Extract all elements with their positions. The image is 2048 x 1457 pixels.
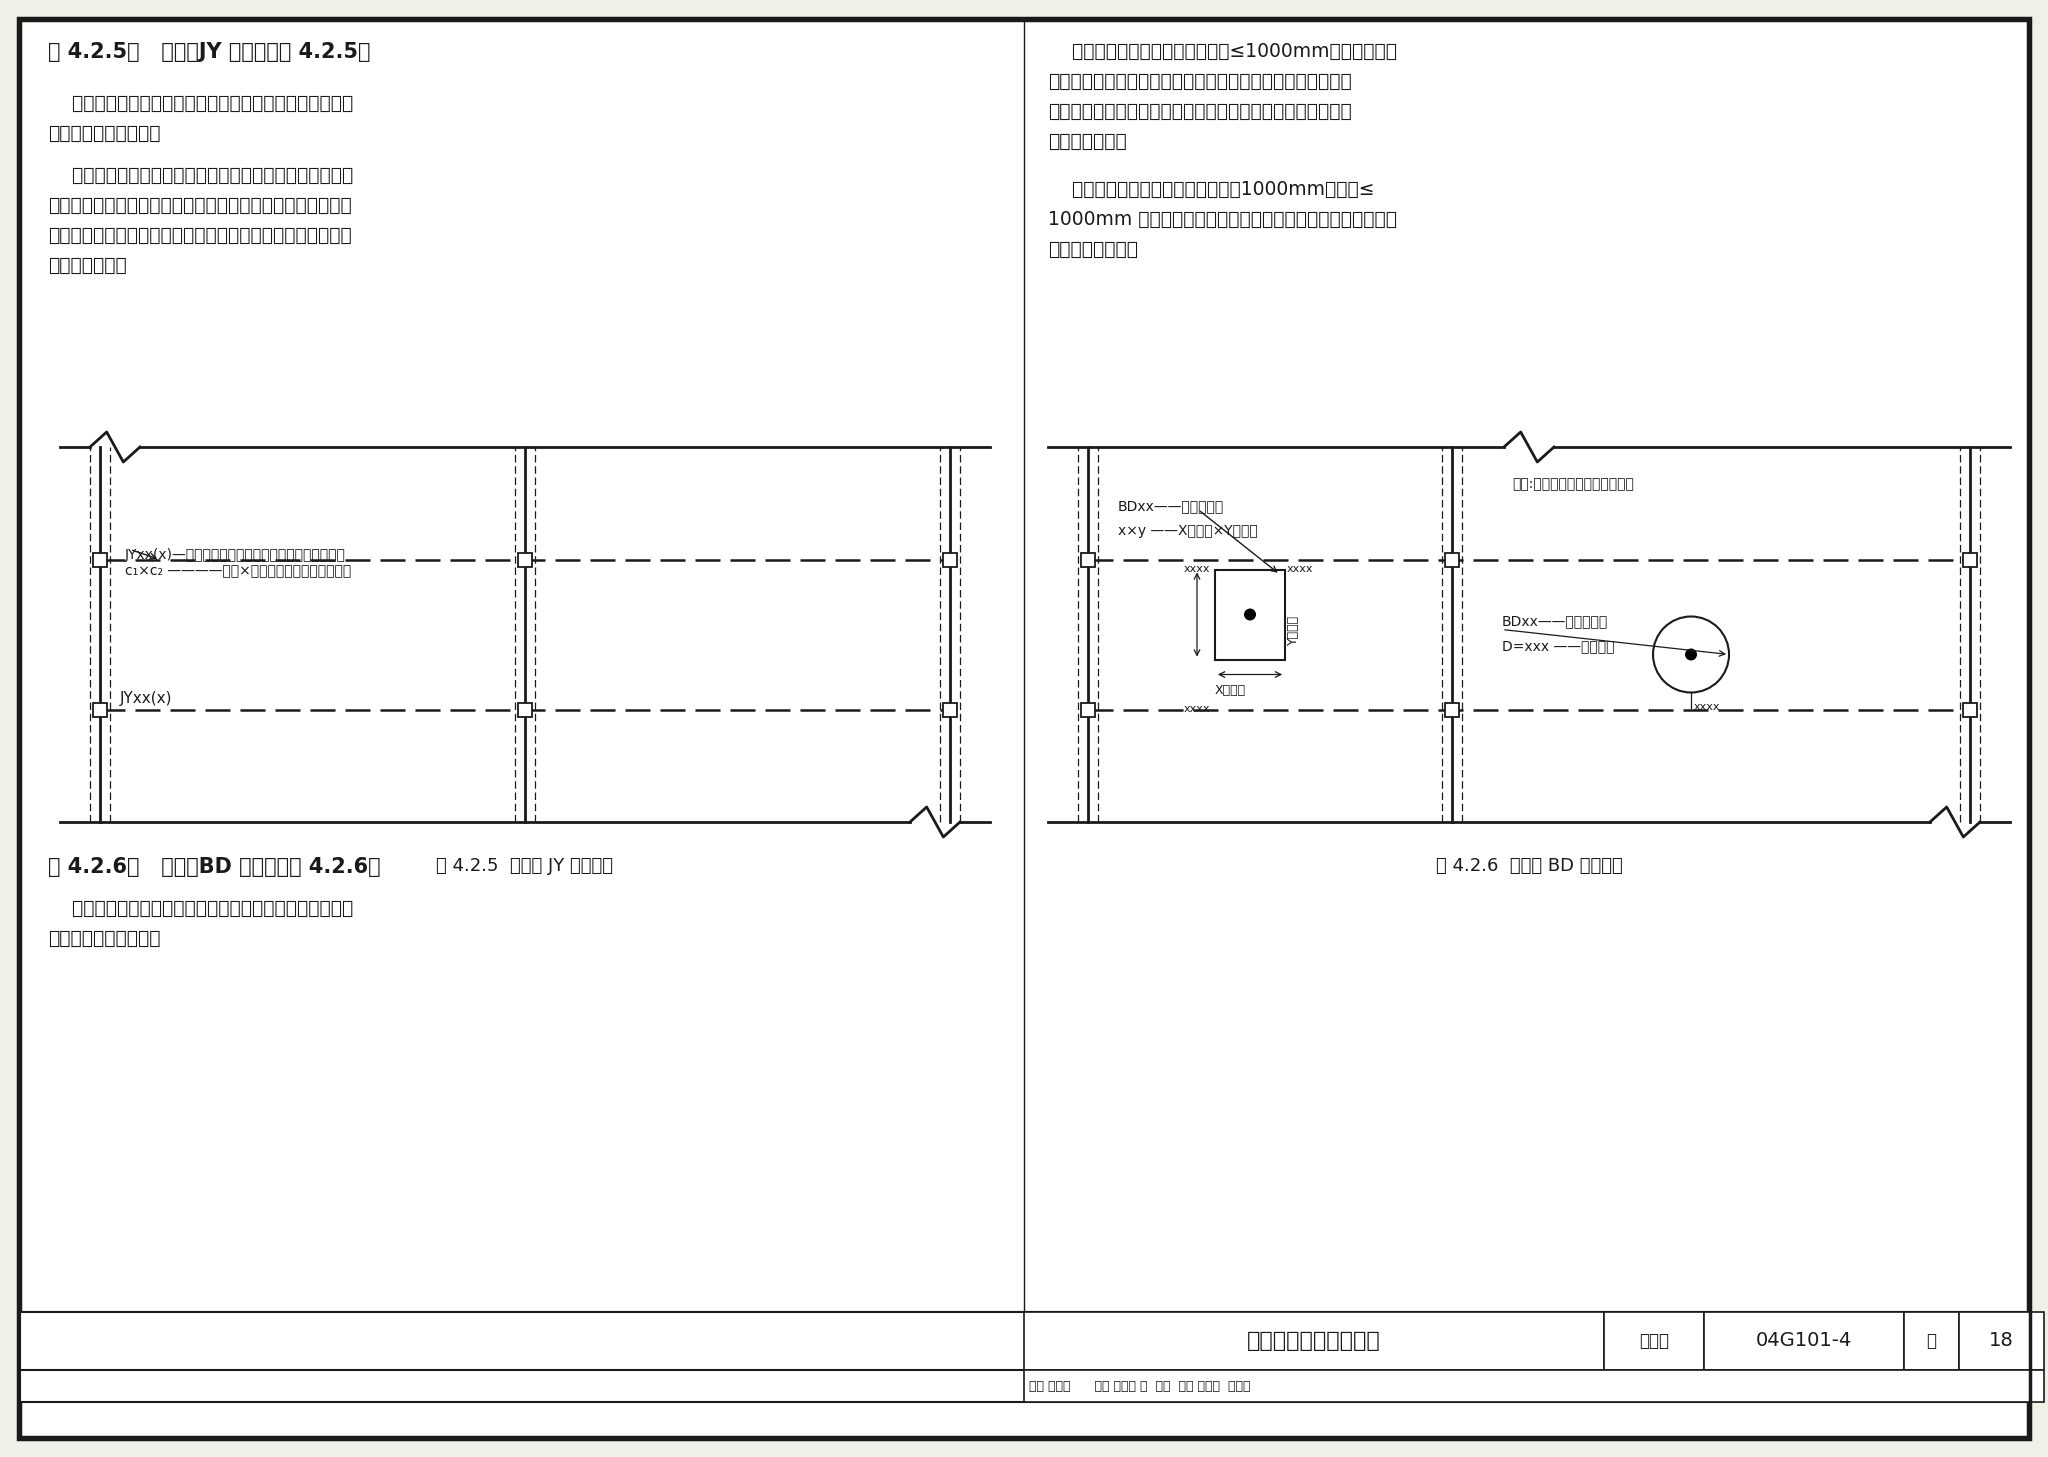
- Text: 实线；当腋宽与腋高同板厚时，设计不注。加腋配筋按标准构: 实线；当腋宽与腋高同板厚时，设计不注。加腋配筋按标准构: [47, 197, 352, 216]
- Text: JYxx(x)—板加腋编号及跨数（为一跨时可不注跨数）: JYxx(x)—板加腋编号及跨数（为一跨时可不注跨数）: [125, 548, 346, 561]
- Bar: [1446, 552, 1458, 567]
- Text: 18: 18: [1989, 1332, 2013, 1351]
- Circle shape: [1243, 609, 1255, 621]
- Text: D=xxx ——圆洞直径: D=xxx ——圆洞直径: [1501, 640, 1614, 654]
- Text: 集中荷载作用时，洞边补强钢筋可按标准构造的规定设置，设: 集中荷载作用时，洞边补强钢筋可按标准构造的规定设置，设: [1049, 71, 1352, 90]
- Text: （注:洞边补强钢筋按标准构造）: （注:洞边补强钢筋按标准构造）: [1511, 476, 1634, 491]
- Text: BDxx——板开洞编号: BDxx——板开洞编号: [1118, 500, 1225, 513]
- Text: 1000mm 但洞边有集中荷载作用时，设计应根据具体情况采取: 1000mm 但洞边有集中荷载作用时，设计应根据具体情况采取: [1049, 210, 1397, 229]
- Text: 04G101-4: 04G101-4: [1755, 1332, 1851, 1351]
- Text: JYxx(x): JYxx(x): [121, 692, 172, 707]
- Text: xxxx: xxxx: [1184, 564, 1210, 574]
- Text: 当为板底加腋时腋线应为虚线，当为板面加腋时腋线应为: 当为板底加腋时腋线应为虚线，当为板面加腋时腋线应为: [47, 166, 352, 185]
- Bar: [1704, 1311, 1905, 1370]
- Text: 制截面配筋图。: 制截面配筋图。: [47, 256, 127, 275]
- Text: 图集号: 图集号: [1638, 1332, 1669, 1351]
- Bar: [1962, 702, 1976, 717]
- Text: 楼板相关构造制图规则: 楼板相关构造制图规则: [1247, 1332, 1380, 1351]
- Text: 当矩形洞口边长或圆形洞口直径＞1000mm，或虽≤: 当矩形洞口边长或圆形洞口直径＞1000mm，或虽≤: [1049, 181, 1374, 200]
- Text: 审核 陈幼璠      校对 刘其祥 制  基础  设计 陈青来  程青来: 审核 陈幼璠 校对 刘其祥 制 基础 设计 陈青来 程青来: [1028, 1380, 1251, 1393]
- Bar: [92, 702, 106, 717]
- Text: xxxx: xxxx: [1184, 705, 1210, 714]
- Text: 计不注；当具体工程所需要的补强钢筋与标准构造不同时，设: 计不注；当具体工程所需要的补强钢筋与标准构造不同时，设: [1049, 102, 1352, 121]
- Circle shape: [1686, 648, 1698, 660]
- Bar: [942, 702, 956, 717]
- Text: BDxx——板开洞编号: BDxx——板开洞编号: [1501, 615, 1608, 628]
- Bar: [20, 1311, 2028, 1370]
- Text: 页: 页: [1927, 1332, 1937, 1351]
- Text: Y向宽度: Y向宽度: [1286, 615, 1300, 644]
- Bar: [942, 552, 956, 567]
- Text: 第 4.2.5条   板加腋JY 的引注见图 4.2.5。: 第 4.2.5条 板加腋JY 的引注见图 4.2.5。: [47, 42, 371, 63]
- Text: X向宽度: X向宽度: [1214, 685, 1245, 698]
- Text: 图 4.2.6  板开洞 BD 引注图示: 图 4.2.6 板开洞 BD 引注图示: [1436, 857, 1622, 876]
- Circle shape: [1653, 616, 1729, 692]
- Bar: [1081, 702, 1096, 717]
- Text: 第 4.2.6条   板开洞BD 的引注见图 4.2.6。: 第 4.2.6条 板开洞BD 的引注见图 4.2.6。: [47, 857, 381, 877]
- Bar: [518, 552, 532, 567]
- Text: 计应加以注明。: 计应加以注明。: [1049, 133, 1126, 152]
- Text: 寸等由引注内容表达。: 寸等由引注内容表达。: [47, 930, 160, 949]
- Text: xxxx: xxxx: [1286, 564, 1313, 574]
- Text: 相应的处理措施。: 相应的处理措施。: [1049, 240, 1139, 259]
- Text: 造，设计不注；当加腋配筋与标准构造不同时，设计应补充绘: 造，设计不注；当加腋配筋与标准构造不同时，设计应补充绘: [47, 226, 352, 245]
- Bar: [92, 552, 106, 567]
- Bar: [1024, 1311, 1604, 1370]
- Text: x×y ——X向宽度×Y向宽度: x×y ——X向宽度×Y向宽度: [1118, 525, 1257, 539]
- Bar: [1604, 1311, 1704, 1370]
- Bar: [1962, 552, 1976, 567]
- Bar: [1081, 552, 1096, 567]
- Bar: [1960, 1311, 2044, 1370]
- Text: 板加腋的位置与范围由平面布置图表达，腋宽、腋高及配: 板加腋的位置与范围由平面布置图表达，腋宽、腋高及配: [47, 95, 352, 114]
- Text: 筋等由引注内容表达。: 筋等由引注内容表达。: [47, 124, 160, 143]
- Bar: [1214, 570, 1284, 660]
- Text: c₁×c₂ ————腋宽×腋高（与板厚等值可不注）: c₁×c₂ ————腋宽×腋高（与板厚等值可不注）: [125, 564, 352, 578]
- Text: 图 4.2.5  板加腋 JY 引注图示: 图 4.2.5 板加腋 JY 引注图示: [436, 857, 614, 876]
- Bar: [1905, 1311, 1960, 1370]
- Bar: [518, 702, 532, 717]
- Bar: [1024, 1370, 2044, 1402]
- Text: 当矩形洞口边长或圆形洞口直径≤1000mm，且当洞边无: 当矩形洞口边长或圆形洞口直径≤1000mm，且当洞边无: [1049, 42, 1397, 61]
- Text: xxxx: xxxx: [1694, 702, 1720, 712]
- Text: 板开洞的平面形状及定位由平面布置图表达，洞的几何尺: 板开洞的平面形状及定位由平面布置图表达，洞的几何尺: [47, 899, 352, 918]
- Bar: [1446, 702, 1458, 717]
- Bar: [20, 1311, 2028, 1402]
